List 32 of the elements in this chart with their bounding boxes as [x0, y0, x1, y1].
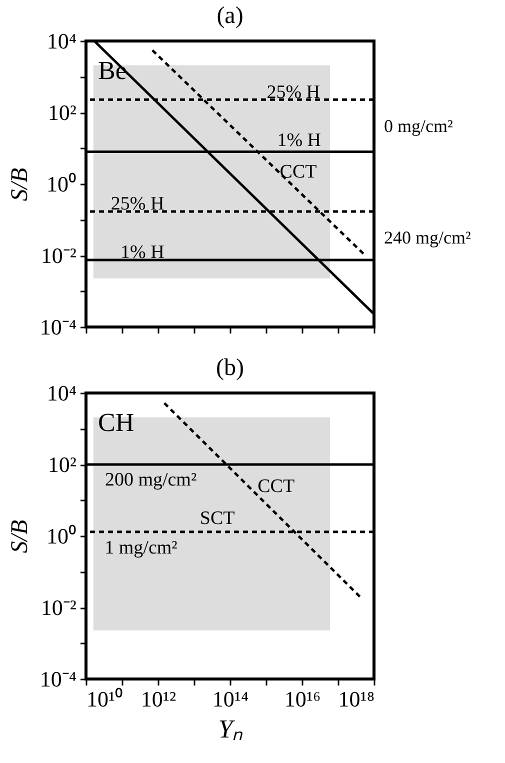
annotation: 25% H	[110, 194, 164, 215]
x-axis-title: Yₙ	[218, 714, 244, 744]
annotation: CCT	[280, 161, 318, 182]
annotation: CH	[98, 408, 134, 437]
annotation: 1% H	[277, 130, 322, 152]
y-axis-title: S/B	[6, 519, 33, 554]
y-axis-title: S/B	[6, 167, 33, 202]
annotation: SCT	[200, 508, 236, 529]
y-tick-label: 10⁰	[46, 524, 76, 548]
text: 0 mg/cm²	[384, 116, 453, 136]
annotation: 1 mg/cm²	[104, 538, 178, 559]
annotation: 200 mg/cm²	[104, 469, 197, 490]
chart-title: (a)	[216, 3, 244, 29]
chart-title: (b)	[216, 355, 244, 381]
x-tick-label: 10¹⁰	[86, 686, 124, 712]
y-tick-label: 10⁰	[46, 172, 76, 196]
y-tick-label: 10⁴	[46, 380, 77, 406]
y-tick-label: 10⁴	[46, 28, 77, 54]
y-tick-label: 10²	[48, 100, 77, 125]
x-tick-label: 10¹⁶	[284, 686, 321, 712]
y-tick-label: 10⁻²	[40, 595, 77, 620]
y-tick-label: 10⁻²	[40, 243, 77, 268]
text: 240 mg/cm²	[384, 227, 471, 248]
x-tick-label: 10¹⁴	[212, 686, 249, 712]
x-tick-label: 10¹⁸	[338, 686, 374, 712]
x-tick-label: 10¹²	[140, 686, 176, 712]
annotation: 1% H	[120, 242, 165, 264]
y-tick-label: 10⁻⁴	[40, 666, 77, 692]
annotation: 25% H	[266, 82, 320, 104]
y-tick-label: 10²	[48, 452, 77, 477]
y-tick-label: 10⁻⁴	[40, 314, 77, 340]
annotation: CCT	[258, 476, 295, 497]
